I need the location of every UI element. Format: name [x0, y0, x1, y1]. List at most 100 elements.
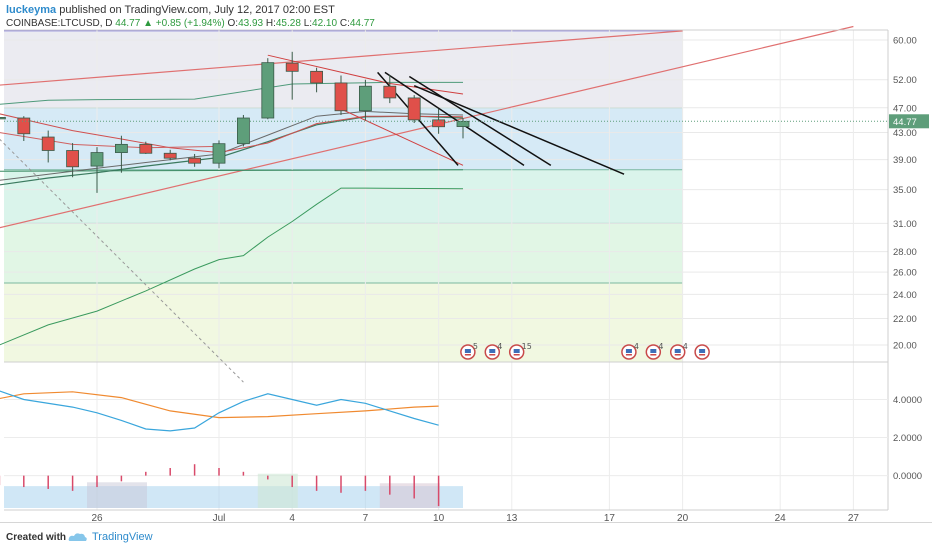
price-tick-label: 20.00 [893, 341, 917, 352]
price-change: ▲ +0.85 (+1.94%) [143, 18, 225, 29]
price-tick-label: 26.00 [893, 268, 917, 279]
price-tick-label: 43.00 [893, 128, 917, 139]
candle-body [432, 119, 446, 128]
osc-signal-line [0, 391, 439, 419]
open-label: O: [227, 18, 239, 29]
red-envelope [0, 132, 220, 149]
event-count: 15 [522, 342, 532, 351]
time-tick-label: 7 [363, 513, 369, 522]
flag-icon-stripe [464, 354, 471, 356]
time-tick-label: 24 [775, 513, 787, 522]
uptrend-channel-lower [0, 25, 854, 229]
candle[interactable] [358, 79, 372, 121]
flag-icon-stripe [513, 354, 520, 356]
fib-band-4 [4, 223, 683, 284]
downtrend-line-1 [384, 71, 525, 166]
candle-body [66, 150, 79, 168]
author-link[interactable]: luckeyma [6, 4, 57, 16]
candle[interactable] [17, 116, 31, 142]
candle[interactable] [41, 130, 55, 163]
event-count: 4 [658, 342, 663, 351]
candle-body [456, 120, 470, 127]
sma-long [0, 187, 464, 346]
candle[interactable] [139, 141, 153, 154]
candle-body [115, 143, 128, 153]
open-value: 43.93 [238, 18, 264, 29]
event-count: 5 [473, 342, 478, 351]
flag-icon-canton [489, 349, 496, 353]
flag-icon-stripe [489, 354, 496, 356]
candle[interactable] [432, 108, 446, 134]
candlestick-series[interactable] [0, 51, 470, 193]
candle-body [358, 85, 372, 112]
low-label: L: [303, 18, 313, 29]
volume-block-a [87, 482, 147, 508]
event-badge[interactable]: 15 [508, 342, 532, 360]
time-tick-label: Jul [213, 513, 226, 522]
created-with-label: Created with [6, 532, 67, 543]
event-count: 4 [497, 342, 502, 351]
footer-bar: Created with TradingView [0, 522, 932, 551]
flag-icon-canton [699, 349, 706, 353]
event-count: 4 [634, 342, 639, 351]
candle[interactable] [236, 114, 250, 147]
price-tick-label: 39.00 [893, 155, 917, 166]
publish-info: published on TradingView.com, July 12, 2… [59, 4, 335, 16]
candle-body [285, 62, 299, 72]
candle-body [41, 136, 55, 151]
candle[interactable] [310, 67, 324, 93]
candle[interactable] [212, 140, 226, 169]
chart-axes: 60.00 52.00 47.00 43.00 39.00 35.00 31.00 28.00… [4, 29, 929, 522]
candle[interactable] [0, 115, 6, 121]
flag-icon-stripe [699, 354, 706, 356]
candle[interactable] [90, 147, 104, 193]
candle-body [334, 82, 348, 112]
candle[interactable] [383, 74, 397, 104]
price-tick-label: 22.00 [893, 314, 917, 325]
event-badge[interactable]: 5 [460, 342, 478, 360]
time-tick-label: 26 [91, 513, 103, 522]
tradingview-brand-link[interactable]: TradingView [92, 531, 153, 543]
candle-body [261, 62, 275, 119]
symbol-label: COINBASE:LTCUSD, D [6, 18, 113, 29]
flag-icon-canton [513, 349, 520, 353]
ohlc-readout: COINBASE:LTCUSD, D 44.77 ▲ +0.85 (+1.94%… [6, 17, 375, 30]
event-badge[interactable]: 4 [669, 342, 688, 360]
candle[interactable] [163, 149, 177, 161]
chart-grid [4, 30, 888, 510]
candle-body [383, 85, 397, 99]
candle-body [212, 143, 226, 164]
candle[interactable] [407, 95, 421, 123]
price-tick-label: 28.00 [893, 247, 917, 258]
candle[interactable] [285, 51, 299, 100]
candle[interactable] [66, 143, 79, 178]
time-tick-label: 20 [677, 513, 689, 522]
tradingview-cloud-icon [68, 533, 87, 541]
flag-icon-canton [650, 349, 657, 353]
flag-icon-stripe [650, 354, 657, 356]
close-value: 44.77 [349, 18, 375, 29]
candle-body [0, 117, 6, 120]
candle-body [188, 157, 202, 164]
last-price: 44.77 [115, 18, 141, 29]
volume-block-b [257, 473, 298, 508]
candle[interactable] [334, 75, 348, 115]
candle[interactable] [188, 153, 202, 167]
flag-icon-canton [625, 349, 632, 353]
event-badge[interactable] [694, 344, 710, 360]
event-badge[interactable]: 4 [645, 342, 663, 360]
candle[interactable] [115, 135, 128, 173]
price-chart[interactable]: 5 4 15 4 4 4 60.00 52.00 47.00 43.00 39.00 35.00 31… [0, 0, 932, 522]
time-tick-label: 4 [289, 513, 295, 522]
event-badge[interactable]: 4 [484, 342, 502, 360]
event-badge[interactable]: 4 [621, 342, 639, 360]
candle-body [163, 152, 177, 159]
candle-body [139, 143, 153, 154]
fib-band-5 [4, 283, 683, 362]
candle-body [310, 70, 324, 84]
candle[interactable] [261, 58, 275, 120]
event-badges[interactable]: 5 4 15 4 4 4 [460, 342, 710, 360]
downtrend-line-2 [408, 75, 552, 166]
flag-icon-canton [674, 349, 681, 353]
osc-main-line [0, 390, 439, 432]
